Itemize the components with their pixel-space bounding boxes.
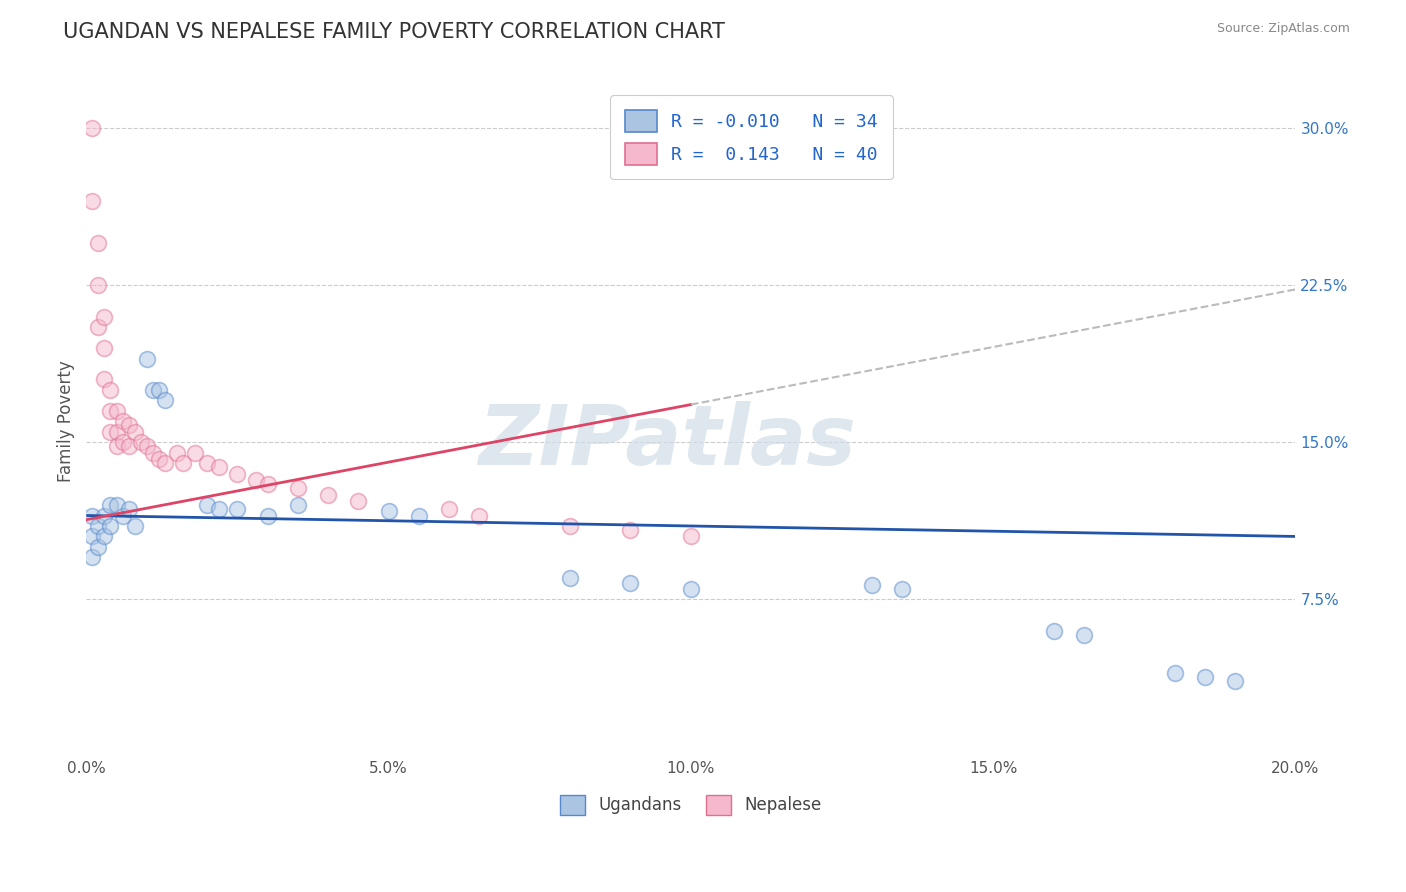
Point <box>316 487 339 501</box>
Point <box>679 582 702 596</box>
Point <box>100 404 122 418</box>
Point <box>100 519 122 533</box>
Point <box>105 425 128 439</box>
Point <box>148 383 170 397</box>
Point <box>93 508 115 523</box>
Point <box>558 571 581 585</box>
Point <box>256 508 278 523</box>
Point <box>87 519 110 533</box>
Point <box>195 498 218 512</box>
Point <box>377 504 399 518</box>
Point <box>82 529 104 543</box>
Point <box>82 508 104 523</box>
Point <box>1163 665 1185 680</box>
Legend: Ugandans, Nepalese: Ugandans, Nepalese <box>553 788 828 822</box>
Point <box>1223 673 1246 688</box>
Point <box>208 460 231 475</box>
Point <box>135 439 157 453</box>
Text: ZIPatlas: ZIPatlas <box>478 401 856 482</box>
Point <box>245 473 267 487</box>
Point <box>287 498 309 512</box>
Point <box>172 456 194 470</box>
Point <box>437 502 460 516</box>
Point <box>208 502 231 516</box>
Point <box>860 577 883 591</box>
Point <box>184 446 207 460</box>
Point <box>256 477 278 491</box>
Point <box>135 351 157 366</box>
Point <box>105 404 128 418</box>
Point <box>117 439 139 453</box>
Point <box>619 575 641 590</box>
Point <box>287 481 309 495</box>
Point <box>408 508 430 523</box>
Point <box>166 446 188 460</box>
Point <box>124 425 146 439</box>
Point <box>82 121 104 136</box>
Point <box>1042 624 1064 638</box>
Point <box>226 502 249 516</box>
Point <box>148 452 170 467</box>
Point <box>105 439 128 453</box>
Point <box>124 519 146 533</box>
Point <box>226 467 249 481</box>
Text: Source: ZipAtlas.com: Source: ZipAtlas.com <box>1216 22 1350 36</box>
Point <box>82 550 104 565</box>
Point <box>153 456 176 470</box>
Point <box>117 502 139 516</box>
Point <box>468 508 491 523</box>
Text: UGANDAN VS NEPALESE FAMILY POVERTY CORRELATION CHART: UGANDAN VS NEPALESE FAMILY POVERTY CORRE… <box>63 22 725 42</box>
Point <box>142 383 165 397</box>
Point <box>93 310 115 324</box>
Point <box>87 236 110 251</box>
Point <box>105 498 128 512</box>
Point <box>142 446 165 460</box>
Point <box>93 341 115 355</box>
Point <box>117 418 139 433</box>
Point <box>93 372 115 386</box>
Point <box>1073 628 1095 642</box>
Point <box>347 494 370 508</box>
Point <box>87 278 110 293</box>
Point <box>1194 670 1216 684</box>
Point <box>87 540 110 554</box>
Point <box>619 523 641 537</box>
Point <box>100 498 122 512</box>
Point <box>87 320 110 334</box>
Point <box>93 529 115 543</box>
Point <box>111 508 134 523</box>
Point <box>679 529 702 543</box>
Point <box>111 414 134 428</box>
Point <box>153 393 176 408</box>
Point <box>129 435 152 450</box>
Point <box>100 425 122 439</box>
Point <box>82 194 104 209</box>
Point <box>111 435 134 450</box>
Point <box>891 582 914 596</box>
Y-axis label: Family Poverty: Family Poverty <box>58 360 75 483</box>
Point <box>195 456 218 470</box>
Point <box>100 383 122 397</box>
Point <box>558 519 581 533</box>
